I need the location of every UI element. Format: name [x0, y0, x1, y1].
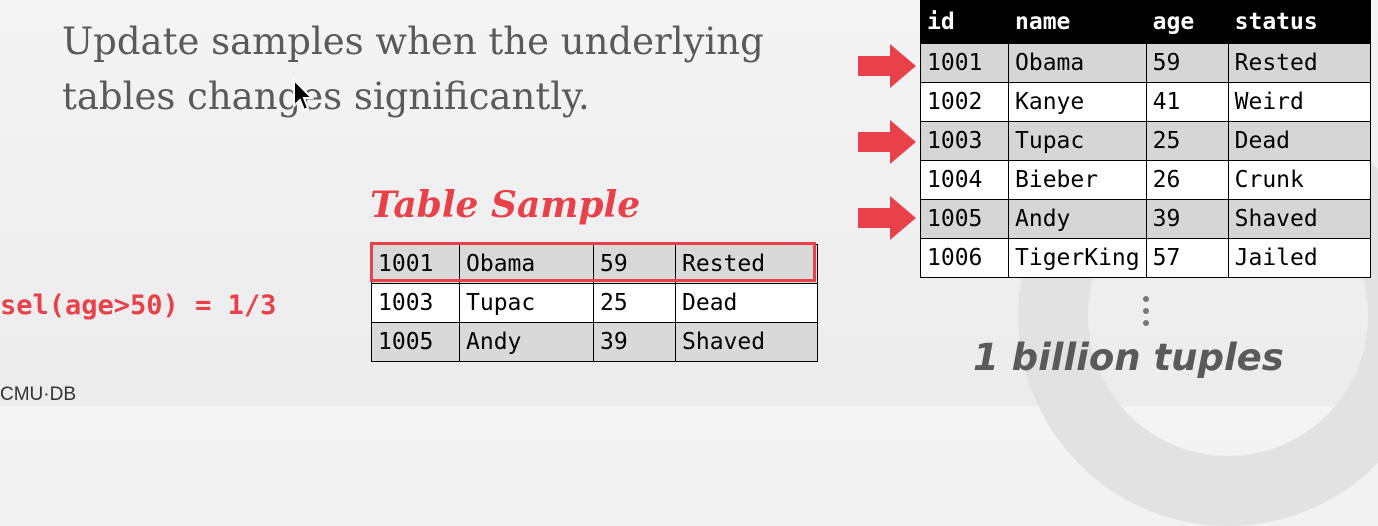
cell-id: 1003: [920, 121, 1009, 161]
cell-name: Tupac: [459, 283, 594, 323]
table-row: 1002 Kanye 41 Weird: [920, 82, 1371, 122]
column-header-name: name: [1008, 0, 1147, 44]
cell-id: 1003: [371, 283, 460, 323]
cell-name: TigerKing: [1008, 238, 1147, 278]
cell-age: 59: [593, 244, 676, 284]
table-row: 1005 Andy 39 Shaved: [920, 199, 1371, 239]
cell-status: Dead: [1227, 121, 1371, 161]
right-arrow-icon: [858, 44, 916, 88]
cell-status: Rested: [675, 244, 818, 284]
cell-age: 57: [1145, 238, 1229, 278]
cell-status: Jailed: [1227, 238, 1371, 278]
cell-id: 1006: [920, 238, 1009, 278]
cell-id: 1005: [371, 322, 460, 362]
cell-age: 41: [1145, 82, 1229, 122]
headline-line-1: Update samples when the underlying: [62, 20, 764, 63]
cell-age: 25: [593, 283, 676, 323]
cell-id: 1002: [920, 82, 1009, 122]
full-table: id name age status 1001 Obama 59 Rested …: [920, 0, 1371, 278]
selectivity-label: sel(age>50) = 1/3: [0, 290, 277, 321]
table-header-row: id name age status: [920, 0, 1371, 44]
right-arrow-icon: [858, 120, 916, 164]
cell-status: Crunk: [1227, 160, 1371, 200]
cell-age: 25: [1145, 121, 1229, 161]
table-row: 1006 TigerKing 57 Jailed: [920, 238, 1371, 278]
table-row: 1001 Obama 59 Rested: [371, 244, 818, 284]
cell-name: Bieber: [1008, 160, 1147, 200]
cell-name: Obama: [1008, 43, 1147, 83]
table-row: 1004 Bieber 26 Crunk: [920, 160, 1371, 200]
cell-name: Andy: [1008, 199, 1147, 239]
cell-name: Tupac: [1008, 121, 1147, 161]
cell-name: Obama: [459, 244, 594, 284]
cell-age: 59: [1145, 43, 1229, 83]
cell-name: Andy: [459, 322, 594, 362]
vertical-ellipsis-icon: [1141, 296, 1151, 332]
sample-table: 1001 Obama 59 Rested 1003 Tupac 25 Dead …: [371, 244, 818, 362]
column-header-status: status: [1227, 0, 1371, 44]
mouse-cursor-icon: [293, 78, 314, 112]
cell-id: 1005: [920, 199, 1009, 239]
cell-id: 1004: [920, 160, 1009, 200]
tuples-label: 1 billion tuples: [973, 336, 1284, 379]
slide-headline: Update samples when the underlying table…: [62, 14, 822, 124]
table-row: 1003 Tupac 25 Dead: [920, 121, 1371, 161]
sample-title: Table Sample: [370, 184, 641, 226]
column-header-age: age: [1145, 0, 1229, 44]
cell-status: Shaved: [1227, 199, 1371, 239]
cell-age: 26: [1145, 160, 1229, 200]
cell-name: Kanye: [1008, 82, 1147, 122]
table-row: 1001 Obama 59 Rested: [920, 43, 1371, 83]
table-row: 1003 Tupac 25 Dead: [371, 283, 818, 323]
right-arrow-icon: [858, 196, 916, 240]
cell-age: 39: [1145, 199, 1229, 239]
cell-status: Shaved: [675, 322, 818, 362]
cell-id: 1001: [920, 43, 1009, 83]
headline-line-2: tables changes significantly.: [62, 75, 590, 118]
cell-id: 1001: [371, 244, 460, 284]
cell-status: Weird: [1227, 82, 1371, 122]
logo: CMU·DB: [0, 384, 76, 405]
cell-status: Rested: [1227, 43, 1371, 83]
column-header-id: id: [920, 0, 1009, 44]
table-row: 1005 Andy 39 Shaved: [371, 322, 818, 362]
cell-status: Dead: [675, 283, 818, 323]
cell-age: 39: [593, 322, 676, 362]
